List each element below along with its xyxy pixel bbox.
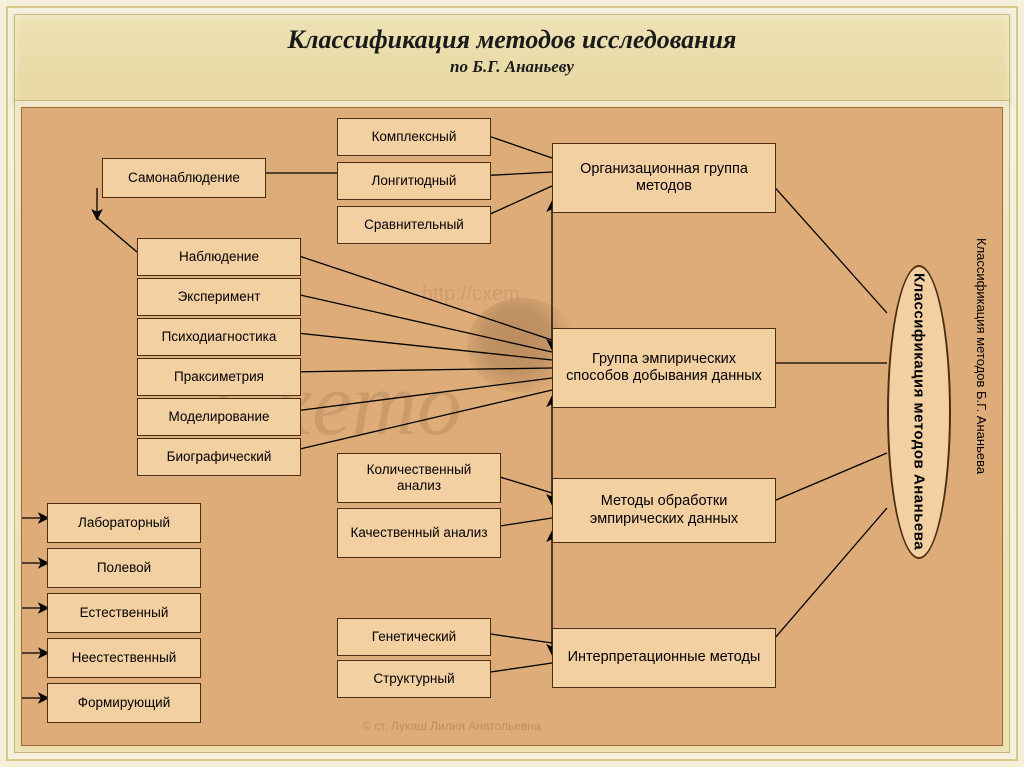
node-m4: Праксиметрия bbox=[137, 358, 301, 396]
node-l2: Полевой bbox=[47, 548, 201, 588]
node-g4: Интерпретационные методы bbox=[552, 628, 776, 688]
watermark-url: http://cxem bbox=[422, 283, 520, 306]
canvas-frame: Cxemo http://cxem © ст. Лукаш Лилия Анат… bbox=[14, 100, 1010, 753]
node-g1: Организационная группа методов bbox=[552, 143, 776, 213]
node-m3: Психодиагностика bbox=[137, 318, 301, 356]
title-bar: Классификация методов исследования по Б.… bbox=[14, 14, 1010, 104]
node-c2b: Лонгитюдный bbox=[337, 162, 491, 200]
node-c2d: Количественный анализ bbox=[337, 453, 501, 503]
node-c2f: Генетический bbox=[337, 618, 491, 656]
node-c2g: Структурный bbox=[337, 660, 491, 698]
root-node: Классификация методов Ананьева bbox=[887, 265, 951, 559]
diagram: Cxemo http://cxem © ст. Лукаш Лилия Анат… bbox=[21, 107, 1003, 746]
node-g2: Группа эмпирических способов добывания д… bbox=[552, 328, 776, 408]
side-label: Классификация методов Б.Г. Ананьева bbox=[974, 238, 989, 474]
root-label: Классификация методов Ананьева bbox=[911, 273, 928, 550]
node-c2e: Качественный анализ bbox=[337, 508, 501, 558]
node-m1: Наблюдение bbox=[137, 238, 301, 276]
node-m5: Моделирование bbox=[137, 398, 301, 436]
title-main: Классификация методов исследования bbox=[15, 25, 1009, 55]
node-l1: Лабораторный bbox=[47, 503, 201, 543]
footer-credit: © ст. Лукаш Лилия Анатольевна bbox=[362, 719, 541, 733]
node-m2: Эксперимент bbox=[137, 278, 301, 316]
node-c1a: Самонаблюдение bbox=[102, 158, 266, 198]
title-sub: по Б.Г. Ананьеву bbox=[15, 57, 1009, 77]
node-c2c: Сравнительный bbox=[337, 206, 491, 244]
node-c2a: Комплексный bbox=[337, 118, 491, 156]
node-l5: Формирующий bbox=[47, 683, 201, 723]
node-l4: Неестественный bbox=[47, 638, 201, 678]
node-g3: Методы обработки эмпирических данных bbox=[552, 478, 776, 543]
node-l3: Естественный bbox=[47, 593, 201, 633]
slide: Классификация методов исследования по Б.… bbox=[0, 0, 1024, 767]
node-m6: Биографический bbox=[137, 438, 301, 476]
